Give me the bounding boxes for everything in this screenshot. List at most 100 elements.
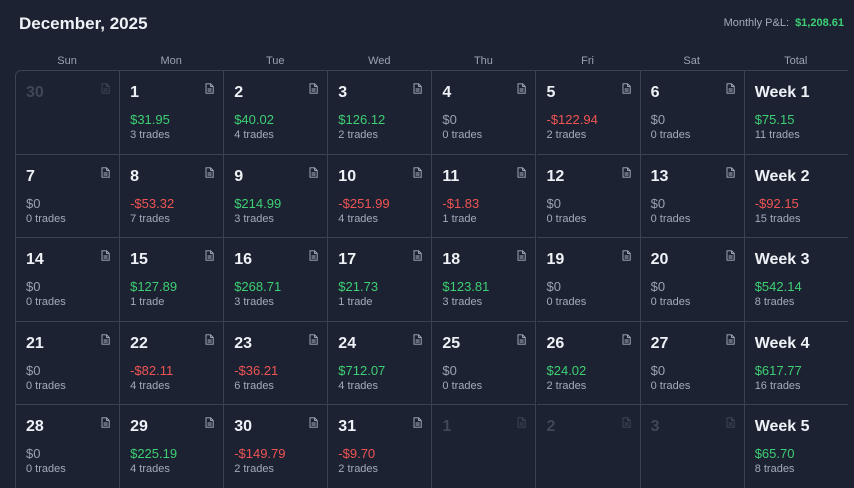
note-icon[interactable] bbox=[205, 165, 214, 178]
note-icon[interactable] bbox=[205, 81, 214, 94]
note-icon[interactable] bbox=[517, 165, 527, 178]
note-icon[interactable] bbox=[726, 332, 735, 345]
day-pnl: -$36.21 bbox=[234, 362, 279, 378]
day-cell[interactable]: 21 $0 0 trades bbox=[16, 321, 121, 406]
note-icon[interactable] bbox=[622, 81, 631, 94]
day-cell[interactable]: 25 $0 0 trades bbox=[432, 321, 537, 406]
day-cell[interactable]: 23 -$36.21 6 trades bbox=[224, 321, 329, 406]
note-icon[interactable] bbox=[205, 332, 214, 345]
note-icon[interactable] bbox=[413, 332, 423, 345]
note-icon[interactable] bbox=[101, 165, 110, 178]
day-cell[interactable]: 14 $0 0 trades bbox=[16, 238, 121, 322]
day-trade-count: 3 trades bbox=[442, 296, 483, 309]
day-cell[interactable]: 19 $0 0 trades bbox=[536, 238, 641, 322]
day-pnl: $268.71 bbox=[234, 279, 282, 295]
day-number: 13 bbox=[650, 167, 669, 185]
note-icon[interactable] bbox=[622, 332, 631, 345]
day-cell[interactable]: 6 $0 0 trades bbox=[640, 71, 745, 155]
day-cell[interactable]: 15 $127.89 1 trade bbox=[120, 238, 225, 322]
day-cell[interactable]: 2 bbox=[536, 405, 641, 488]
day-trade-count: 4 trades bbox=[338, 212, 379, 225]
note-icon[interactable] bbox=[517, 415, 527, 429]
day-cell[interactable]: 29 $225.19 4 trades bbox=[120, 405, 225, 488]
day-cell[interactable]: 1 bbox=[432, 405, 537, 488]
day-cell[interactable]: 5 -$122.94 2 trades bbox=[536, 71, 641, 155]
week-total-cell[interactable]: Week 1 $75.15 11 trades bbox=[744, 71, 848, 155]
day-cell[interactable]: 12 $0 0 trades bbox=[536, 154, 641, 239]
day-cell[interactable]: 7 $0 0 trades bbox=[16, 154, 121, 239]
note-icon[interactable] bbox=[517, 332, 527, 345]
day-cell[interactable]: 17 $21.73 1 trade bbox=[328, 238, 433, 322]
dow-sat: Sat bbox=[683, 55, 700, 67]
day-cell[interactable]: 26 $24.02 2 trades bbox=[536, 321, 641, 406]
day-cell[interactable]: 3 $126.12 2 trades bbox=[328, 71, 433, 155]
day-cell[interactable]: 16 $268.71 3 trades bbox=[224, 238, 329, 322]
week-total-cell[interactable]: Week 3 $542.14 8 trades bbox=[744, 238, 848, 322]
day-cell[interactable]: 3 bbox=[640, 405, 745, 488]
day-pnl: -$53.32 bbox=[130, 195, 175, 211]
day-trade-count: 2 trades bbox=[546, 129, 587, 141]
note-icon[interactable] bbox=[413, 81, 423, 94]
day-cell[interactable]: 30 -$149.79 2 trades bbox=[224, 405, 329, 488]
day-cell[interactable]: 13 $0 0 trades bbox=[640, 154, 745, 239]
note-icon[interactable] bbox=[622, 165, 631, 178]
day-cell[interactable]: 24 $712.07 4 trades bbox=[328, 321, 433, 406]
day-pnl: $0 bbox=[546, 195, 561, 211]
note-icon[interactable] bbox=[517, 248, 527, 261]
day-trade-count: 2 trades bbox=[338, 129, 379, 141]
day-cell[interactable]: 10 -$251.99 4 trades bbox=[328, 154, 433, 239]
note-icon[interactable] bbox=[309, 81, 318, 94]
note-icon[interactable] bbox=[101, 415, 110, 429]
note-icon[interactable] bbox=[726, 248, 735, 261]
week-total-cell[interactable]: Week 4 $617.77 16 trades bbox=[744, 321, 848, 406]
day-cell[interactable]: 11 -$1.83 1 trade bbox=[432, 154, 537, 239]
day-cell[interactable]: 20 $0 0 trades bbox=[640, 238, 745, 322]
note-icon[interactable] bbox=[309, 248, 318, 261]
day-number: 30 bbox=[26, 84, 44, 101]
day-pnl: -$82.11 bbox=[130, 362, 174, 378]
week-total-cell[interactable]: Week 2 -$92.15 15 trades bbox=[744, 154, 848, 239]
note-icon[interactable] bbox=[309, 165, 318, 178]
day-trade-count: 3 trades bbox=[234, 212, 274, 225]
note-icon[interactable] bbox=[205, 415, 214, 429]
day-cell[interactable]: 31 -$9.70 2 trades bbox=[328, 405, 433, 488]
note-icon[interactable] bbox=[726, 415, 735, 429]
note-icon[interactable] bbox=[101, 248, 110, 261]
note-icon[interactable] bbox=[309, 415, 318, 429]
monthly-pnl-label: Monthly P&L: bbox=[723, 17, 789, 29]
day-cell[interactable]: 2 $40.02 4 trades bbox=[224, 71, 329, 155]
note-icon[interactable] bbox=[517, 81, 527, 94]
day-number: 25 bbox=[442, 334, 461, 352]
dow-mon: Mon bbox=[160, 55, 182, 67]
day-cell[interactable]: 30 bbox=[16, 71, 121, 155]
note-icon[interactable] bbox=[726, 165, 735, 178]
day-pnl: $712.07 bbox=[338, 362, 386, 378]
day-pnl: $0 bbox=[442, 112, 457, 127]
day-trade-count: 0 trades bbox=[546, 212, 587, 225]
note-icon[interactable] bbox=[413, 248, 423, 261]
note-icon[interactable] bbox=[101, 81, 110, 94]
note-icon[interactable] bbox=[309, 332, 318, 345]
week-pnl: $617.77 bbox=[754, 362, 802, 378]
day-cell[interactable]: 28 $0 0 trades bbox=[16, 405, 121, 488]
note-icon[interactable] bbox=[413, 165, 423, 178]
note-icon[interactable] bbox=[622, 415, 631, 429]
dow-sun: Sun bbox=[57, 55, 77, 67]
day-cell[interactable]: 22 -$82.11 4 trades bbox=[120, 321, 225, 406]
day-cell[interactable]: 1 $31.95 3 trades bbox=[120, 71, 225, 155]
week-total-cell[interactable]: Week 5 $65.70 8 trades bbox=[744, 405, 848, 488]
day-trade-count: 0 trades bbox=[546, 296, 587, 309]
day-pnl: $0 bbox=[650, 112, 666, 127]
note-icon[interactable] bbox=[413, 415, 423, 429]
day-cell[interactable]: 4 $0 0 trades bbox=[432, 71, 537, 155]
day-cell[interactable]: 18 $123.81 3 trades bbox=[432, 238, 537, 322]
day-cell[interactable]: 8 -$53.32 7 trades bbox=[120, 154, 225, 239]
day-pnl: $225.19 bbox=[130, 446, 178, 462]
day-cell[interactable]: 9 $214.99 3 trades bbox=[224, 154, 329, 239]
note-icon[interactable] bbox=[101, 332, 110, 345]
day-cell[interactable]: 27 $0 0 trades bbox=[640, 321, 745, 406]
note-icon[interactable] bbox=[205, 248, 214, 261]
note-icon[interactable] bbox=[726, 81, 735, 94]
note-icon[interactable] bbox=[622, 248, 631, 261]
day-trade-count: 0 trades bbox=[26, 212, 66, 225]
